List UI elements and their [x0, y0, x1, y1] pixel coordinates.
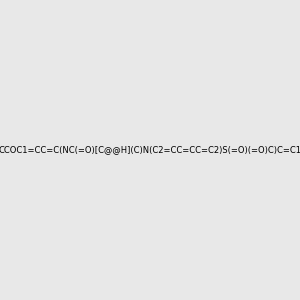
Text: CCOC1=CC=C(NC(=O)[C@@H](C)N(C2=CC=CC=C2)S(=O)(=O)C)C=C1: CCOC1=CC=C(NC(=O)[C@@H](C)N(C2=CC=CC=C2)… — [0, 146, 300, 154]
